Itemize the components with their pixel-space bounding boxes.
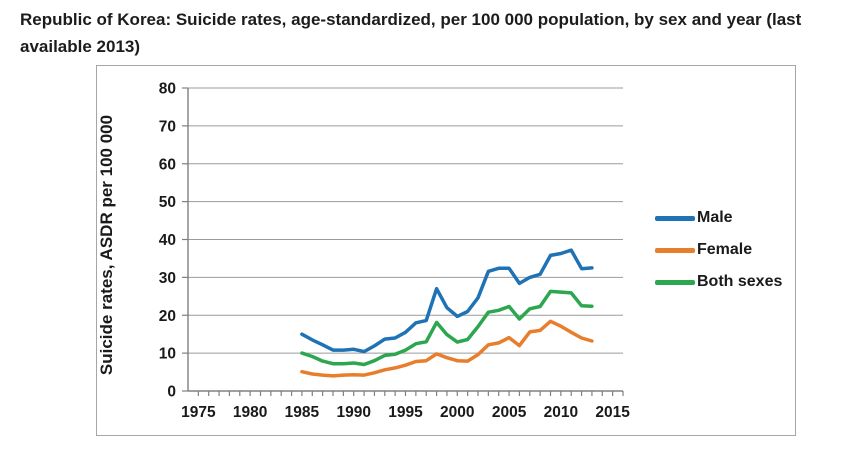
- legend-item-both-sexes: Both sexes: [655, 273, 782, 291]
- y-tick-label: 10: [159, 346, 176, 363]
- female-line-swatch: [655, 247, 695, 253]
- y-tick-label: 0: [167, 384, 176, 401]
- series-line-both-sexes: [300, 289, 594, 367]
- y-tick-label: 60: [159, 156, 176, 173]
- legend-item-male: Male: [655, 209, 782, 227]
- x-tick-label: 1975: [181, 404, 216, 421]
- legend-label-both-sexes: Both sexes: [697, 273, 783, 290]
- series-line-female: [300, 319, 594, 378]
- x-tick-label: 1985: [285, 404, 320, 421]
- x-tick-label: 1995: [388, 404, 423, 421]
- male-line-swatch: [655, 215, 695, 221]
- x-tick-label: 2005: [492, 404, 527, 421]
- x-tick-label: 1980: [233, 404, 267, 421]
- y-tick-label: 40: [159, 232, 176, 249]
- x-tick-label: 2010: [544, 404, 578, 421]
- chart-legend: Male Female Both sexes: [655, 209, 782, 291]
- x-tick-label: 2000: [440, 404, 474, 421]
- both-sexes-line-swatch: [655, 279, 695, 285]
- y-tick-label: 70: [159, 118, 176, 135]
- series-line-male: [300, 248, 594, 354]
- y-tick-label: 80: [159, 81, 176, 98]
- y-tick-label: 30: [159, 270, 176, 287]
- legend-item-female: Female: [655, 241, 782, 259]
- figure-title: Republic of Korea: Suicide rates, age-st…: [20, 10, 802, 57]
- x-tick-label: 1990: [336, 404, 370, 421]
- legend-label-female: Female: [697, 241, 753, 258]
- y-tick-label: 20: [159, 308, 176, 325]
- x-tick-label: 2015: [595, 404, 630, 421]
- line-chart-canvas: 0 10 20 30 40 50 60 70 80 1975 1980 1985 1990 1995 200…: [159, 81, 631, 422]
- y-tick-label: 50: [159, 194, 176, 211]
- legend-label-male: Male: [697, 209, 733, 226]
- chart-frame: Suicide rates, ASDR per 100 000 0 10 20 30 4…: [96, 65, 796, 436]
